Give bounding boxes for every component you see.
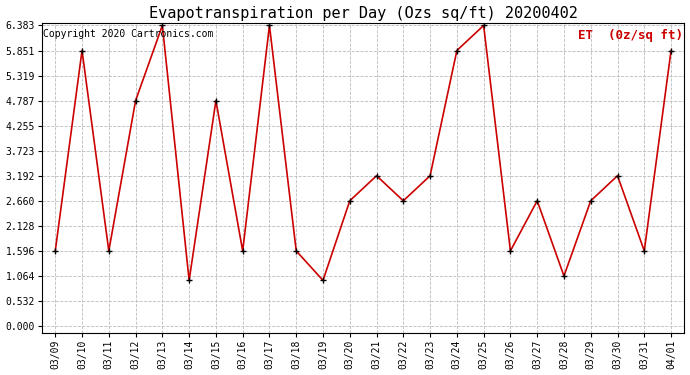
- Title: Evapotranspiration per Day (Ozs sq/ft) 20200402: Evapotranspiration per Day (Ozs sq/ft) 2…: [149, 6, 578, 21]
- Text: Copyright 2020 Cartronics.com: Copyright 2020 Cartronics.com: [43, 29, 213, 39]
- Text: ET  (0z/sq ft): ET (0z/sq ft): [578, 29, 683, 42]
